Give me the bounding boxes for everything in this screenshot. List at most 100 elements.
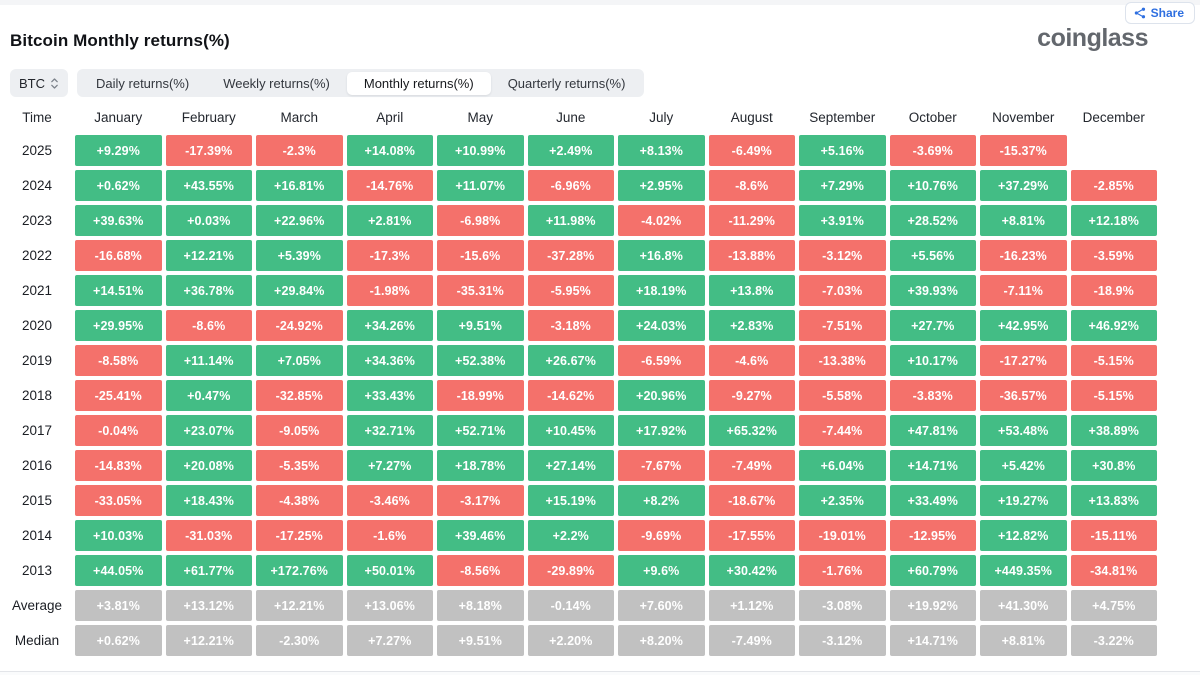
returns-table: Time January February March April May June July… — [1, 102, 1159, 658]
return-cell: +7.60% — [618, 590, 705, 621]
return-cell: -19.01% — [799, 520, 886, 551]
return-cell: +16.81% — [256, 170, 343, 201]
row-label: 2017 — [21, 423, 53, 438]
return-cell: +0.62% — [75, 170, 162, 201]
return-cell: +52.71% — [437, 415, 524, 446]
return-cell: +2.81% — [346, 205, 433, 236]
return-cell: +9.6% — [618, 555, 705, 586]
return-cell: -17.39% — [165, 135, 252, 166]
return-cell: +39.46% — [437, 520, 524, 551]
share-icon — [1134, 7, 1146, 19]
return-cell: +449.35% — [980, 555, 1067, 586]
return-cell: +17.92% — [618, 415, 705, 446]
row-label: 2021 — [21, 283, 53, 298]
return-cell: +10.99% — [437, 135, 524, 166]
return-cell: +37.29% — [980, 170, 1067, 201]
return-cell: +28.52% — [889, 205, 976, 236]
return-cell: -7.67% — [618, 450, 705, 481]
return-cell: -3.17% — [437, 485, 524, 516]
return-cell: +3.91% — [799, 205, 886, 236]
return-cell: +38.89% — [1070, 415, 1157, 446]
tab-daily-returns[interactable]: Daily returns(%) — [96, 75, 190, 91]
table-row: 2018 -25.41% +0.47% -32.85% +33.43% -18.99% -1… — [1, 378, 1159, 413]
return-cell: -17.3% — [346, 240, 433, 271]
table-row: 2024 +0.62% +43.55% +16.81% -14.76% +11.07% -6… — [1, 168, 1159, 203]
coin-selector[interactable]: BTC — [10, 69, 68, 97]
month-header-cell: January — [94, 110, 143, 125]
return-cell: +18.43% — [165, 485, 252, 516]
return-cell: +32.71% — [346, 415, 433, 446]
return-cell: +11.98% — [527, 205, 614, 236]
table-row: 2017 -0.04% +23.07% -9.05% +32.71% +52.71% +10… — [1, 413, 1159, 448]
return-cell: -36.57% — [980, 380, 1067, 411]
return-cell: +12.82% — [980, 520, 1067, 551]
return-cell: -35.31% — [437, 275, 524, 306]
return-cell: -3.83% — [889, 380, 976, 411]
return-cell: +9.51% — [437, 625, 524, 656]
return-cell: -5.58% — [799, 380, 886, 411]
return-cell: -6.49% — [708, 135, 795, 166]
return-cell: +22.96% — [256, 205, 343, 236]
return-cell: -17.55% — [708, 520, 795, 551]
return-cell: -33.05% — [75, 485, 162, 516]
bottom-fill — [0, 672, 1200, 675]
return-cell: +10.17% — [889, 345, 976, 376]
return-cell: +16.8% — [618, 240, 705, 271]
return-cell: +15.19% — [527, 485, 614, 516]
return-cell: -2.85% — [1070, 170, 1157, 201]
return-cell: -14.76% — [346, 170, 433, 201]
return-cell: -7.44% — [799, 415, 886, 446]
tab-monthly-returns[interactable]: Monthly returns(%) — [346, 71, 491, 95]
return-cell: -16.68% — [75, 240, 162, 271]
return-cell: +36.78% — [165, 275, 252, 306]
table-row: 2016 -14.83% +20.08% -5.35% +7.27% +18.78% +27… — [1, 448, 1159, 483]
return-cell: +8.81% — [980, 205, 1067, 236]
return-cell: -3.22% — [1070, 625, 1157, 656]
return-cell: +41.30% — [980, 590, 1067, 621]
tab-quarterly-returns[interactable]: Quarterly returns(%) — [507, 75, 626, 91]
table-row: 2015 -33.05% +18.43% -4.38% -3.46% -3.17% +15.… — [1, 483, 1159, 518]
top-strip — [0, 0, 1200, 5]
return-cell: -17.27% — [980, 345, 1067, 376]
share-button[interactable]: Share — [1124, 2, 1195, 24]
return-cell: +7.27% — [346, 450, 433, 481]
return-cell: +5.39% — [256, 240, 343, 271]
return-cell: +12.21% — [165, 625, 252, 656]
table-body: 2025 +9.29% -17.39% -2.3% +14.08% +10.99% +2.4… — [1, 133, 1159, 658]
return-cell: +4.75% — [1070, 590, 1157, 621]
return-cell: +9.29% — [75, 135, 162, 166]
coinglass-logo: coinglass — [1037, 24, 1148, 52]
return-cell: +2.49% — [527, 135, 614, 166]
month-header-cell: June — [556, 110, 586, 125]
table-row: 2021 +14.51% +36.78% +29.84% -1.98% -35.31% -5… — [1, 273, 1159, 308]
return-cell: -7.11% — [980, 275, 1067, 306]
return-cell: -18.99% — [437, 380, 524, 411]
return-cell: +11.07% — [437, 170, 524, 201]
return-cell: +50.01% — [346, 555, 433, 586]
return-cell: -0.04% — [75, 415, 162, 446]
table-row: 2020 +29.95% -8.6% -24.92% +34.26% +9.51% -3.1… — [1, 308, 1159, 343]
tab-weekly-returns[interactable]: Weekly returns(%) — [223, 75, 330, 91]
return-cell: -2.30% — [256, 625, 343, 656]
return-cell: +0.03% — [165, 205, 252, 236]
return-cell: +172.76% — [256, 555, 343, 586]
return-cell: -2.3% — [256, 135, 343, 166]
return-cell: +2.35% — [799, 485, 886, 516]
return-cell: +6.04% — [799, 450, 886, 481]
return-cell: -0.14% — [527, 590, 614, 621]
return-cell: -18.67% — [708, 485, 795, 516]
return-cell: +20.08% — [165, 450, 252, 481]
return-cell: -3.59% — [1070, 240, 1157, 271]
month-header-cell: April — [376, 110, 404, 125]
return-cell: +10.45% — [527, 415, 614, 446]
return-cell: -12.95% — [889, 520, 976, 551]
row-label: 2022 — [21, 248, 53, 263]
return-cell: +13.12% — [165, 590, 252, 621]
month-header-cell: October — [908, 110, 957, 125]
row-label: 2025 — [21, 143, 53, 158]
return-cell: -7.51% — [799, 310, 886, 341]
time-header-cell: Time — [22, 110, 52, 125]
row-label: 2018 — [21, 388, 53, 403]
return-cell: +18.19% — [618, 275, 705, 306]
month-header-cell: July — [649, 110, 674, 125]
